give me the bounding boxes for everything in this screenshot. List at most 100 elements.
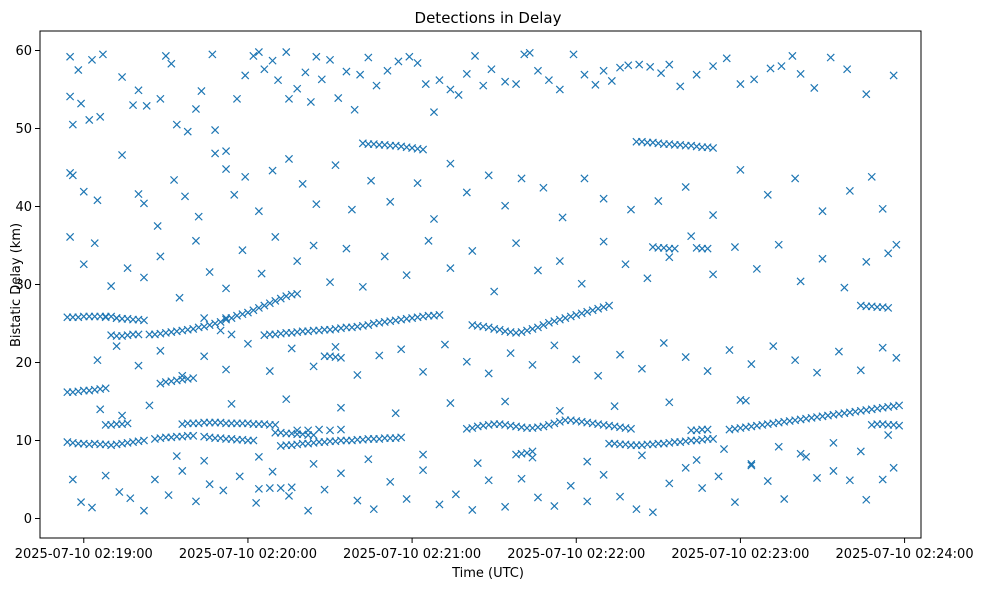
data-point (681, 463, 690, 472)
data-point (791, 356, 800, 365)
y-axis-label: Bistatic Delay (km) (9, 223, 24, 347)
data-point (241, 71, 250, 80)
data-point (676, 82, 685, 91)
data-point (282, 395, 291, 404)
data-point (856, 366, 865, 375)
data-point (528, 360, 537, 369)
data-point (178, 466, 187, 475)
data-point (763, 190, 772, 199)
data-point (336, 469, 345, 478)
data-point (325, 55, 335, 64)
data-point (293, 257, 302, 266)
data-point (170, 175, 179, 185)
data-point (325, 426, 335, 435)
data-point (268, 56, 277, 65)
data-point (350, 105, 359, 114)
data-point (405, 52, 414, 61)
data-point (301, 68, 310, 77)
data-point (594, 371, 603, 380)
data-point (139, 506, 148, 515)
data-point (101, 312, 110, 321)
data-point (397, 433, 406, 442)
data-point (419, 145, 428, 154)
data-point (703, 425, 712, 434)
data-point (265, 367, 274, 376)
data-point (769, 342, 778, 351)
data-point (129, 101, 138, 110)
data-point (211, 126, 220, 135)
data-point (766, 64, 775, 73)
data-point (68, 120, 77, 129)
data-point (238, 310, 247, 319)
data-point (709, 434, 718, 443)
data-point (249, 51, 258, 60)
data-point (777, 62, 786, 71)
data-point (68, 171, 77, 180)
data-point (309, 459, 318, 468)
data-point (698, 484, 707, 493)
data-point (473, 459, 482, 468)
data-point (517, 174, 526, 183)
data-point (774, 240, 783, 249)
data-point (725, 345, 734, 355)
data-point (577, 309, 586, 318)
data-point (730, 243, 739, 252)
data-point (216, 326, 225, 335)
data-point (216, 317, 225, 326)
y-tick-label: 50 (15, 122, 32, 137)
x-axis: 2025-07-10 02:19:00 2025-07-10 02:20:00 20… (15, 538, 974, 562)
data-point (336, 353, 345, 362)
data-point (681, 353, 690, 362)
data-point (77, 498, 86, 507)
data-point (369, 505, 378, 514)
data-point (736, 80, 745, 89)
data-point (648, 508, 657, 517)
data-point (665, 253, 674, 262)
data-point (626, 424, 636, 433)
data-point (419, 367, 428, 376)
data-point (402, 494, 411, 504)
data-point (312, 200, 321, 209)
data-point (222, 314, 231, 323)
data-point (93, 356, 102, 365)
data-point (446, 264, 455, 273)
data-point (577, 279, 586, 288)
data-point (189, 431, 198, 440)
data-point (555, 315, 564, 324)
data-point (741, 396, 750, 405)
data-point (599, 66, 608, 75)
data-point (134, 189, 143, 199)
data-point (520, 50, 529, 59)
data-point (254, 48, 263, 57)
data-point (599, 237, 608, 246)
data-point (484, 323, 493, 332)
data-point (471, 51, 480, 60)
data-point (397, 345, 406, 354)
data-point (862, 257, 871, 266)
data-point (539, 183, 548, 192)
data-point (287, 344, 296, 353)
data-point (637, 451, 646, 460)
data-point (555, 257, 564, 266)
data-point (304, 426, 313, 435)
data-point (895, 401, 904, 410)
data-point (189, 324, 198, 333)
data-point (616, 492, 625, 501)
data-point (878, 475, 887, 484)
data-point (635, 60, 644, 69)
y-tick-label: 30 (15, 278, 32, 293)
data-point (222, 147, 231, 156)
data-point (205, 321, 214, 330)
data-point (810, 83, 819, 92)
data-point (309, 241, 318, 250)
y-tick-label: 60 (15, 44, 32, 59)
data-point (254, 207, 263, 216)
data-point (315, 425, 324, 434)
data-point (172, 452, 181, 461)
data-point (884, 303, 893, 312)
data-point (659, 338, 668, 348)
data-point (528, 453, 537, 462)
data-point (487, 65, 496, 74)
data-point (260, 65, 269, 74)
data-point (118, 411, 127, 420)
